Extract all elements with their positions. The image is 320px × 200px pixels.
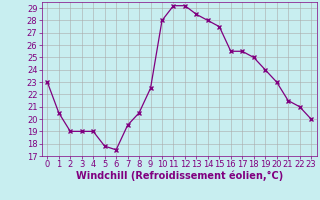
X-axis label: Windchill (Refroidissement éolien,°C): Windchill (Refroidissement éolien,°C) (76, 171, 283, 181)
